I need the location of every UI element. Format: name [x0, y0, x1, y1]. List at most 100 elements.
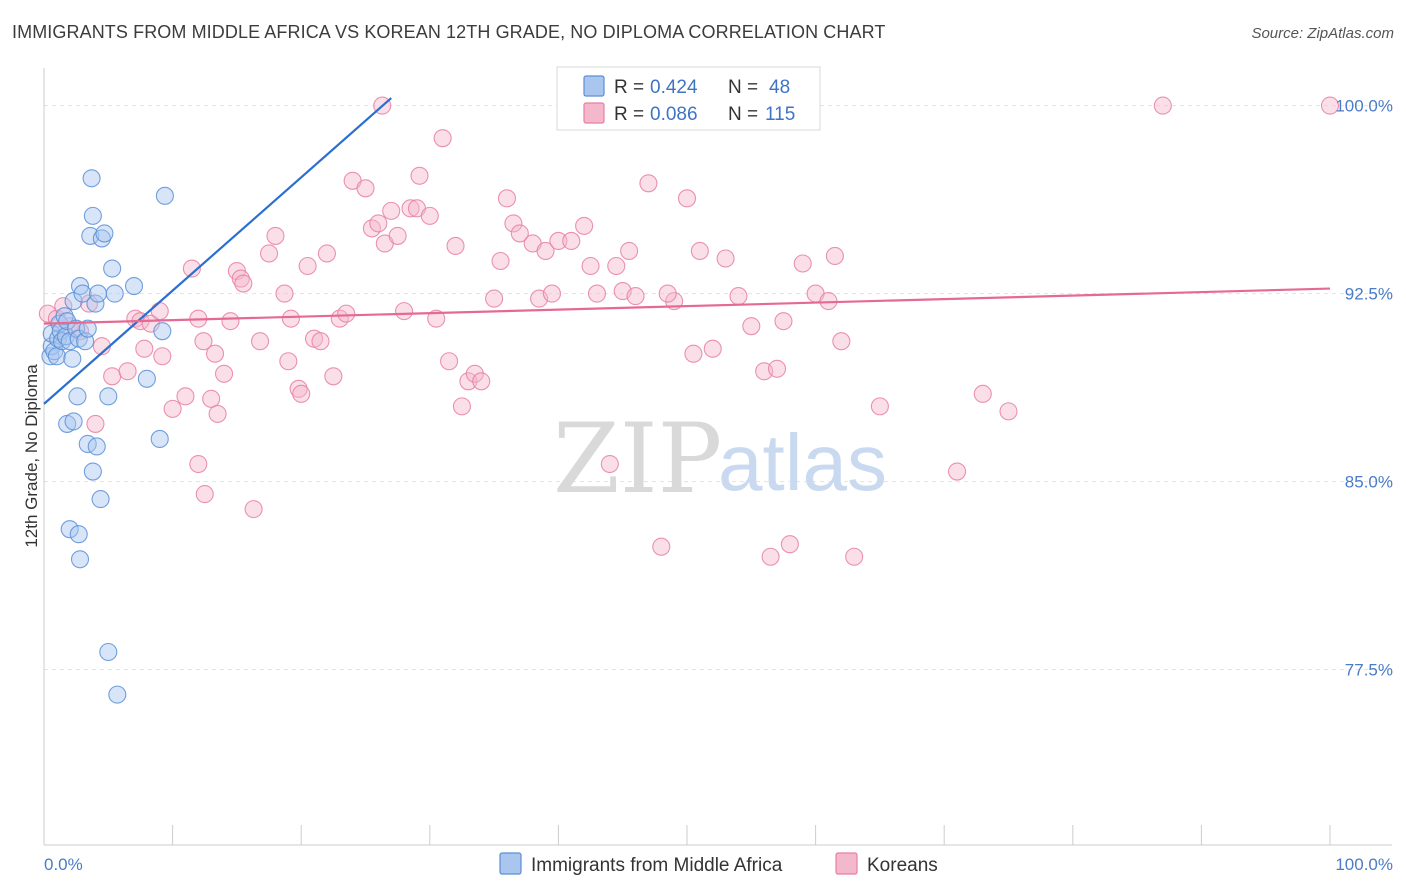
bottom-legend-swatch-pink	[835, 852, 858, 875]
pink-point-107	[973, 384, 992, 403]
blue-point-14	[64, 292, 83, 311]
pink-point-54	[401, 199, 420, 218]
pink-point-98	[774, 312, 793, 331]
pink-point-78	[581, 256, 600, 276]
pink-point-9	[118, 362, 137, 381]
data-points	[38, 96, 1340, 704]
blue-point-31	[105, 284, 124, 303]
pink-point-41	[311, 332, 330, 351]
pink-point-32	[250, 332, 270, 351]
pink-point-103	[832, 332, 851, 351]
pink-point-15	[153, 347, 172, 366]
pink-point-93	[729, 287, 748, 306]
pink-point-29	[231, 269, 250, 288]
pink-point-43	[324, 367, 343, 386]
pink-point-37	[289, 379, 308, 398]
pink-point-6	[86, 414, 105, 433]
pink-point-42	[317, 244, 336, 263]
blue-point-41	[99, 642, 118, 662]
pink-point-83	[620, 241, 639, 261]
y-tick-label-2: 85.0%	[1345, 473, 1393, 492]
pink-point-12	[135, 339, 154, 358]
pink-point-34	[266, 226, 285, 245]
pink-point-22	[195, 485, 214, 504]
pink-point-81	[607, 256, 626, 276]
pink-point-110	[1320, 96, 1340, 115]
pink-point-100	[793, 254, 812, 273]
blue-point-42	[108, 685, 127, 704]
chart-title: IMMIGRANTS FROM MIDDLE AFRICA VS KOREAN …	[12, 22, 886, 42]
blue-point-37	[91, 490, 110, 509]
legend-r-label-2: R =	[614, 104, 644, 125]
pink-point-104	[845, 547, 864, 566]
pink-point-109	[1153, 96, 1172, 115]
pink-point-53	[395, 302, 414, 321]
blue-point-18	[70, 277, 90, 296]
pink-point-51	[382, 201, 401, 220]
pink-point-66	[485, 289, 504, 308]
blue-point-33	[64, 412, 83, 431]
pink-point-19	[194, 332, 213, 351]
blue-point-45	[150, 429, 169, 449]
pink-point-26	[214, 364, 234, 383]
pink-point-38	[292, 384, 311, 403]
legend-swatch-blue	[583, 75, 605, 97]
x-tick-labels: 0.0% 100.0%	[44, 855, 1393, 874]
blue-point-36	[87, 437, 106, 456]
blue-point-44	[137, 369, 156, 388]
pink-point-79	[587, 284, 607, 303]
legend-n-label-2: N =	[728, 104, 758, 125]
pink-point-31	[244, 500, 263, 519]
pink-point-74	[542, 284, 562, 303]
blue-point-30	[103, 259, 122, 278]
blue-point-35	[83, 462, 102, 481]
pink-point-84	[626, 287, 645, 306]
pink-point-70	[510, 224, 529, 243]
pink-point-68	[497, 189, 517, 208]
legend-r-label-1: R =	[614, 77, 644, 98]
pink-point-80	[600, 454, 619, 474]
pink-point-99	[780, 535, 799, 554]
blue-point-38	[60, 520, 79, 539]
pink-point-114	[825, 246, 844, 266]
bottom-legend: Immigrants from Middle Africa Koreans	[499, 852, 938, 876]
pink-point-23	[202, 389, 221, 408]
blue-trend-line	[43, 97, 392, 405]
pink-point-17	[176, 387, 195, 406]
pink-point-57	[420, 206, 439, 225]
pink-point-58	[427, 309, 446, 328]
pink-point-25	[208, 404, 227, 423]
pink-point-39	[298, 256, 317, 276]
pink-point-67	[491, 251, 510, 271]
blue-point-28	[95, 224, 114, 243]
pink-point-69	[504, 214, 523, 233]
pink-point-85	[639, 174, 658, 193]
blue-point-47	[155, 186, 174, 205]
blue-point-22	[81, 226, 100, 245]
grid-lines	[44, 105, 1392, 671]
pink-point-8	[103, 367, 122, 386]
y-tick-label-1: 92.5%	[1345, 285, 1393, 304]
pink-point-47	[356, 179, 375, 198]
blue-point-4	[47, 347, 66, 366]
blue-point-24	[83, 206, 102, 225]
blue-point-46	[153, 322, 172, 341]
pink-point-20	[182, 259, 201, 278]
bottom-legend-label-2: Koreans	[867, 855, 938, 876]
pink-point-61	[446, 236, 465, 256]
bottom-legend-label-1: Immigrants from Middle Africa	[531, 855, 783, 876]
legend-swatch-pink	[583, 102, 605, 124]
blue-point-9	[55, 307, 74, 326]
blue-point-11	[58, 312, 77, 331]
watermark-zip: ZIP	[553, 403, 722, 515]
pink-point-112	[279, 352, 298, 371]
pink-point-97	[767, 359, 787, 378]
blue-point-29	[99, 387, 118, 406]
pink-point-45	[337, 304, 356, 323]
pink-point-64	[465, 364, 484, 383]
y-tick-label-3: 77.5%	[1345, 661, 1393, 680]
pink-point-33	[259, 244, 279, 263]
trend-lines	[43, 97, 1331, 405]
legend-r-value-1: 0.424	[650, 77, 698, 98]
